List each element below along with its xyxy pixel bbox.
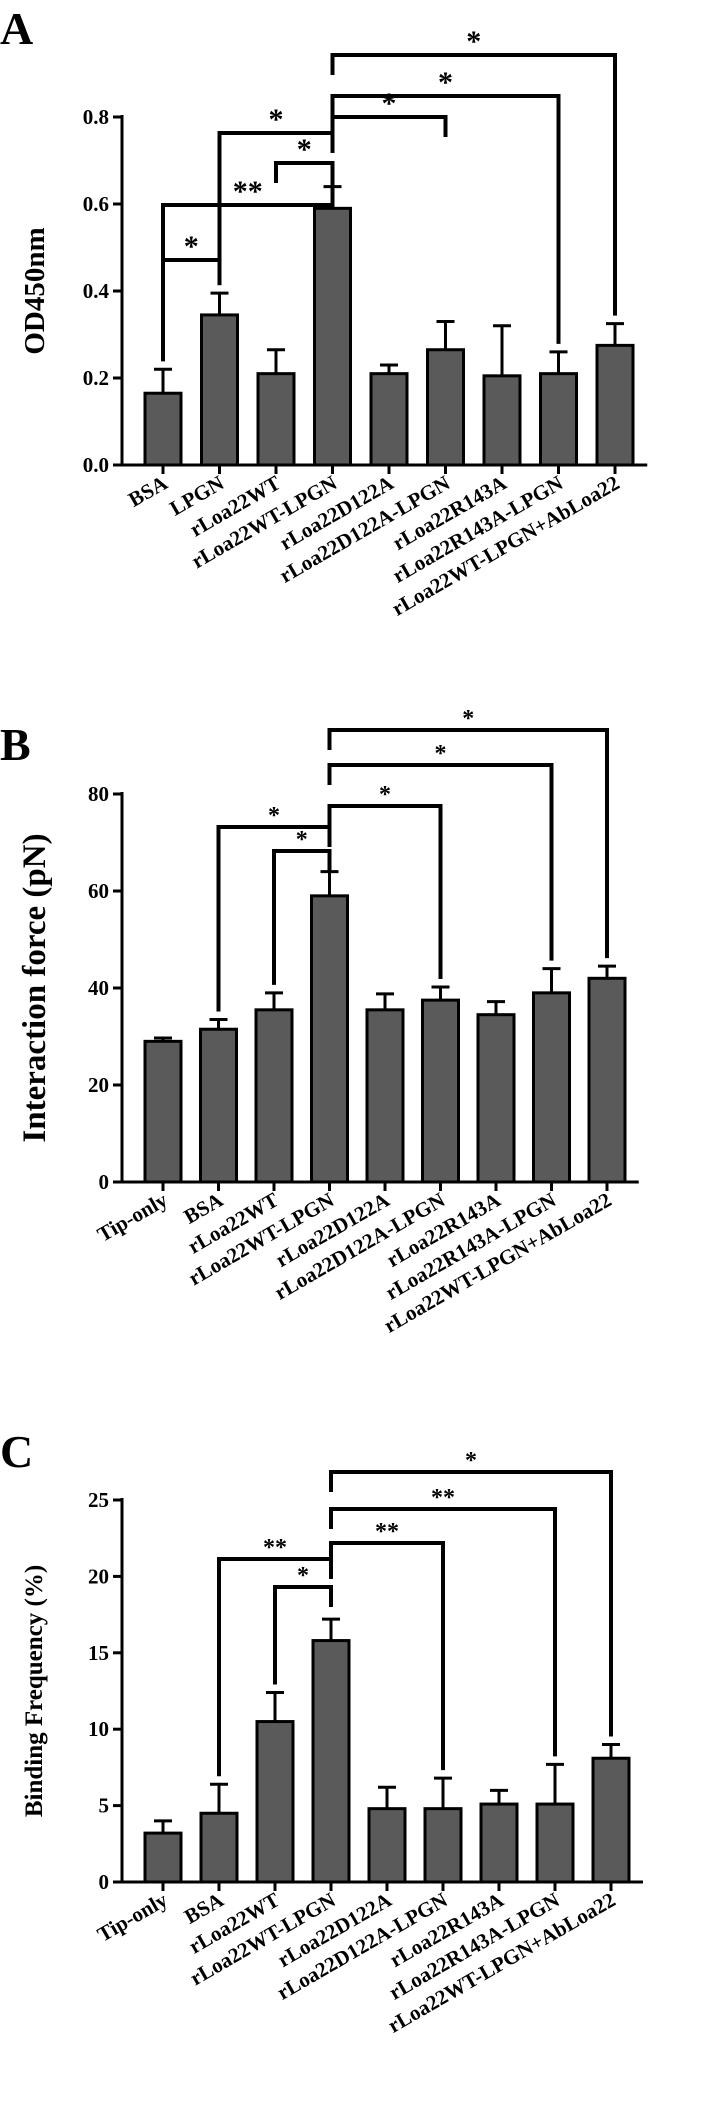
- significance-bracket: [161, 178, 335, 362]
- y-axis-label: Binding Frequency (%): [21, 1565, 48, 1817]
- significance-label: *: [438, 66, 453, 99]
- significance-bracket: [329, 1541, 445, 1771]
- y-tick-label: 5: [99, 1794, 110, 1818]
- y-tick-label: 0.0: [83, 453, 109, 477]
- bar-rLoa22WT: [255, 1720, 295, 1884]
- bar-rLoa22R143A: [479, 1802, 519, 1884]
- y-tick-label: 0.6: [83, 192, 109, 216]
- x-tick-label: Tip-only: [93, 1887, 172, 1946]
- significance-label: *: [268, 803, 280, 829]
- significance-label: *: [269, 103, 284, 136]
- significance-bracket: [330, 53, 617, 316]
- y-tick-label: 80: [88, 782, 109, 806]
- bar-Tip-only: [143, 1039, 183, 1184]
- significance-label: **: [263, 1535, 287, 1561]
- significance-bracket: [272, 849, 332, 985]
- significance-bracket: [327, 728, 609, 959]
- significance-bracket: [327, 804, 443, 980]
- y-tick-label: 40: [88, 976, 109, 1000]
- x-tick-label: BSA: [124, 470, 172, 512]
- y-tick-label: 20: [88, 1564, 109, 1588]
- bar-rLoa22WT-LPGN: [310, 894, 349, 1184]
- significance-label: *: [435, 741, 447, 767]
- significance-label: *: [296, 827, 308, 853]
- significance-label: *: [382, 87, 397, 120]
- significance-bracket: [329, 1470, 613, 1737]
- significance-bracket: [217, 131, 335, 286]
- bar-rLoa22D122A: [369, 372, 409, 467]
- y-tick-label: 15: [88, 1641, 109, 1665]
- y-tick-label: 25: [88, 1488, 109, 1512]
- significance-label: *: [462, 706, 474, 732]
- panel-c: C Binding Frequency (%) 0 5 10 15 20 25 Tip-only…: [0, 1426, 643, 2038]
- y-tick-label: 0.2: [83, 366, 109, 390]
- bar-rLoa22WT: [256, 372, 296, 467]
- y-axis-label: OD450nm: [19, 227, 51, 354]
- bar-rLoa22WT: [254, 1008, 294, 1184]
- significance-bracket: [217, 1557, 333, 1777]
- bar-rLoa22R143A-LPGN: [532, 991, 571, 1184]
- significance-bracket: [330, 94, 561, 344]
- significance-bracket: [327, 763, 554, 961]
- panel-label: C: [0, 1426, 33, 1477]
- panel-a: AOD450nm0.00.20.40.60.8BSALPGNrLoa22WTrL…: [0, 3, 648, 621]
- significance-label: *: [184, 230, 199, 263]
- bar-rLoa22D122A-LPGN: [426, 348, 465, 467]
- bar-BSA: [199, 1027, 238, 1184]
- bar-BSA: [143, 391, 183, 467]
- significance-label: **: [233, 175, 263, 208]
- bar-rLoa22R143A: [476, 1013, 516, 1184]
- bar-Tip-only: [143, 1831, 183, 1884]
- significance-label: **: [375, 1519, 399, 1545]
- panel-label: B: [0, 719, 31, 770]
- bar-rLoa22WT-LPGN+AbLoa22: [595, 343, 635, 467]
- bar-rLoa22R143A-LPGN: [535, 1802, 575, 1884]
- x-tick-label: Tip-only: [93, 1187, 172, 1246]
- y-tick-label: 20: [88, 1073, 109, 1097]
- significance-label: *: [466, 25, 481, 58]
- significance-label: *: [297, 133, 312, 166]
- y-tick-label: 10: [88, 1717, 109, 1741]
- significance-bracket: [273, 1585, 333, 1685]
- bar-rLoa22WT-LPGN: [311, 1639, 351, 1884]
- bar-rLoa22D122A: [367, 1807, 407, 1884]
- panel-label: A: [0, 3, 33, 54]
- significance-label: **: [431, 1485, 455, 1511]
- bar-rLoa22D122A-LPGN: [421, 998, 460, 1184]
- bar-rLoa22D122A-LPGN: [423, 1807, 463, 1884]
- y-tick-label: 0: [99, 1870, 110, 1894]
- significance-bracket: [329, 1507, 557, 1757]
- bar-rLoa22WT-LPGN: [313, 206, 352, 467]
- significance-bracket: [330, 115, 448, 137]
- y-tick-label: 0: [99, 1170, 110, 1194]
- bar-rLoa22R143A-LPGN: [539, 372, 578, 467]
- bar-BSA: [199, 1811, 239, 1884]
- bar-rLoa22WT-LPGN+AbLoa22: [591, 1756, 631, 1884]
- significance-label: *: [465, 1448, 477, 1474]
- panel-b: B Interaction force (pN) 0 20 40 60 80 Tip-only…: [0, 706, 639, 1338]
- bar-rLoa22R143A: [482, 374, 522, 467]
- significance-label: *: [297, 1563, 309, 1589]
- significance-bracket: [216, 825, 332, 1012]
- significance-bracket: [274, 161, 335, 183]
- y-tick-label: 0.8: [83, 105, 109, 129]
- y-axis-label: Interaction force (pN): [17, 833, 53, 1142]
- y-tick-label: 60: [88, 879, 109, 903]
- bar-rLoa22WT-LPGN+AbLoa22: [587, 976, 627, 1184]
- y-tick-label: 0.4: [83, 279, 110, 303]
- bar-rLoa22D122A: [365, 1008, 405, 1184]
- bar-LPGN: [200, 313, 239, 467]
- significance-label: *: [379, 782, 391, 808]
